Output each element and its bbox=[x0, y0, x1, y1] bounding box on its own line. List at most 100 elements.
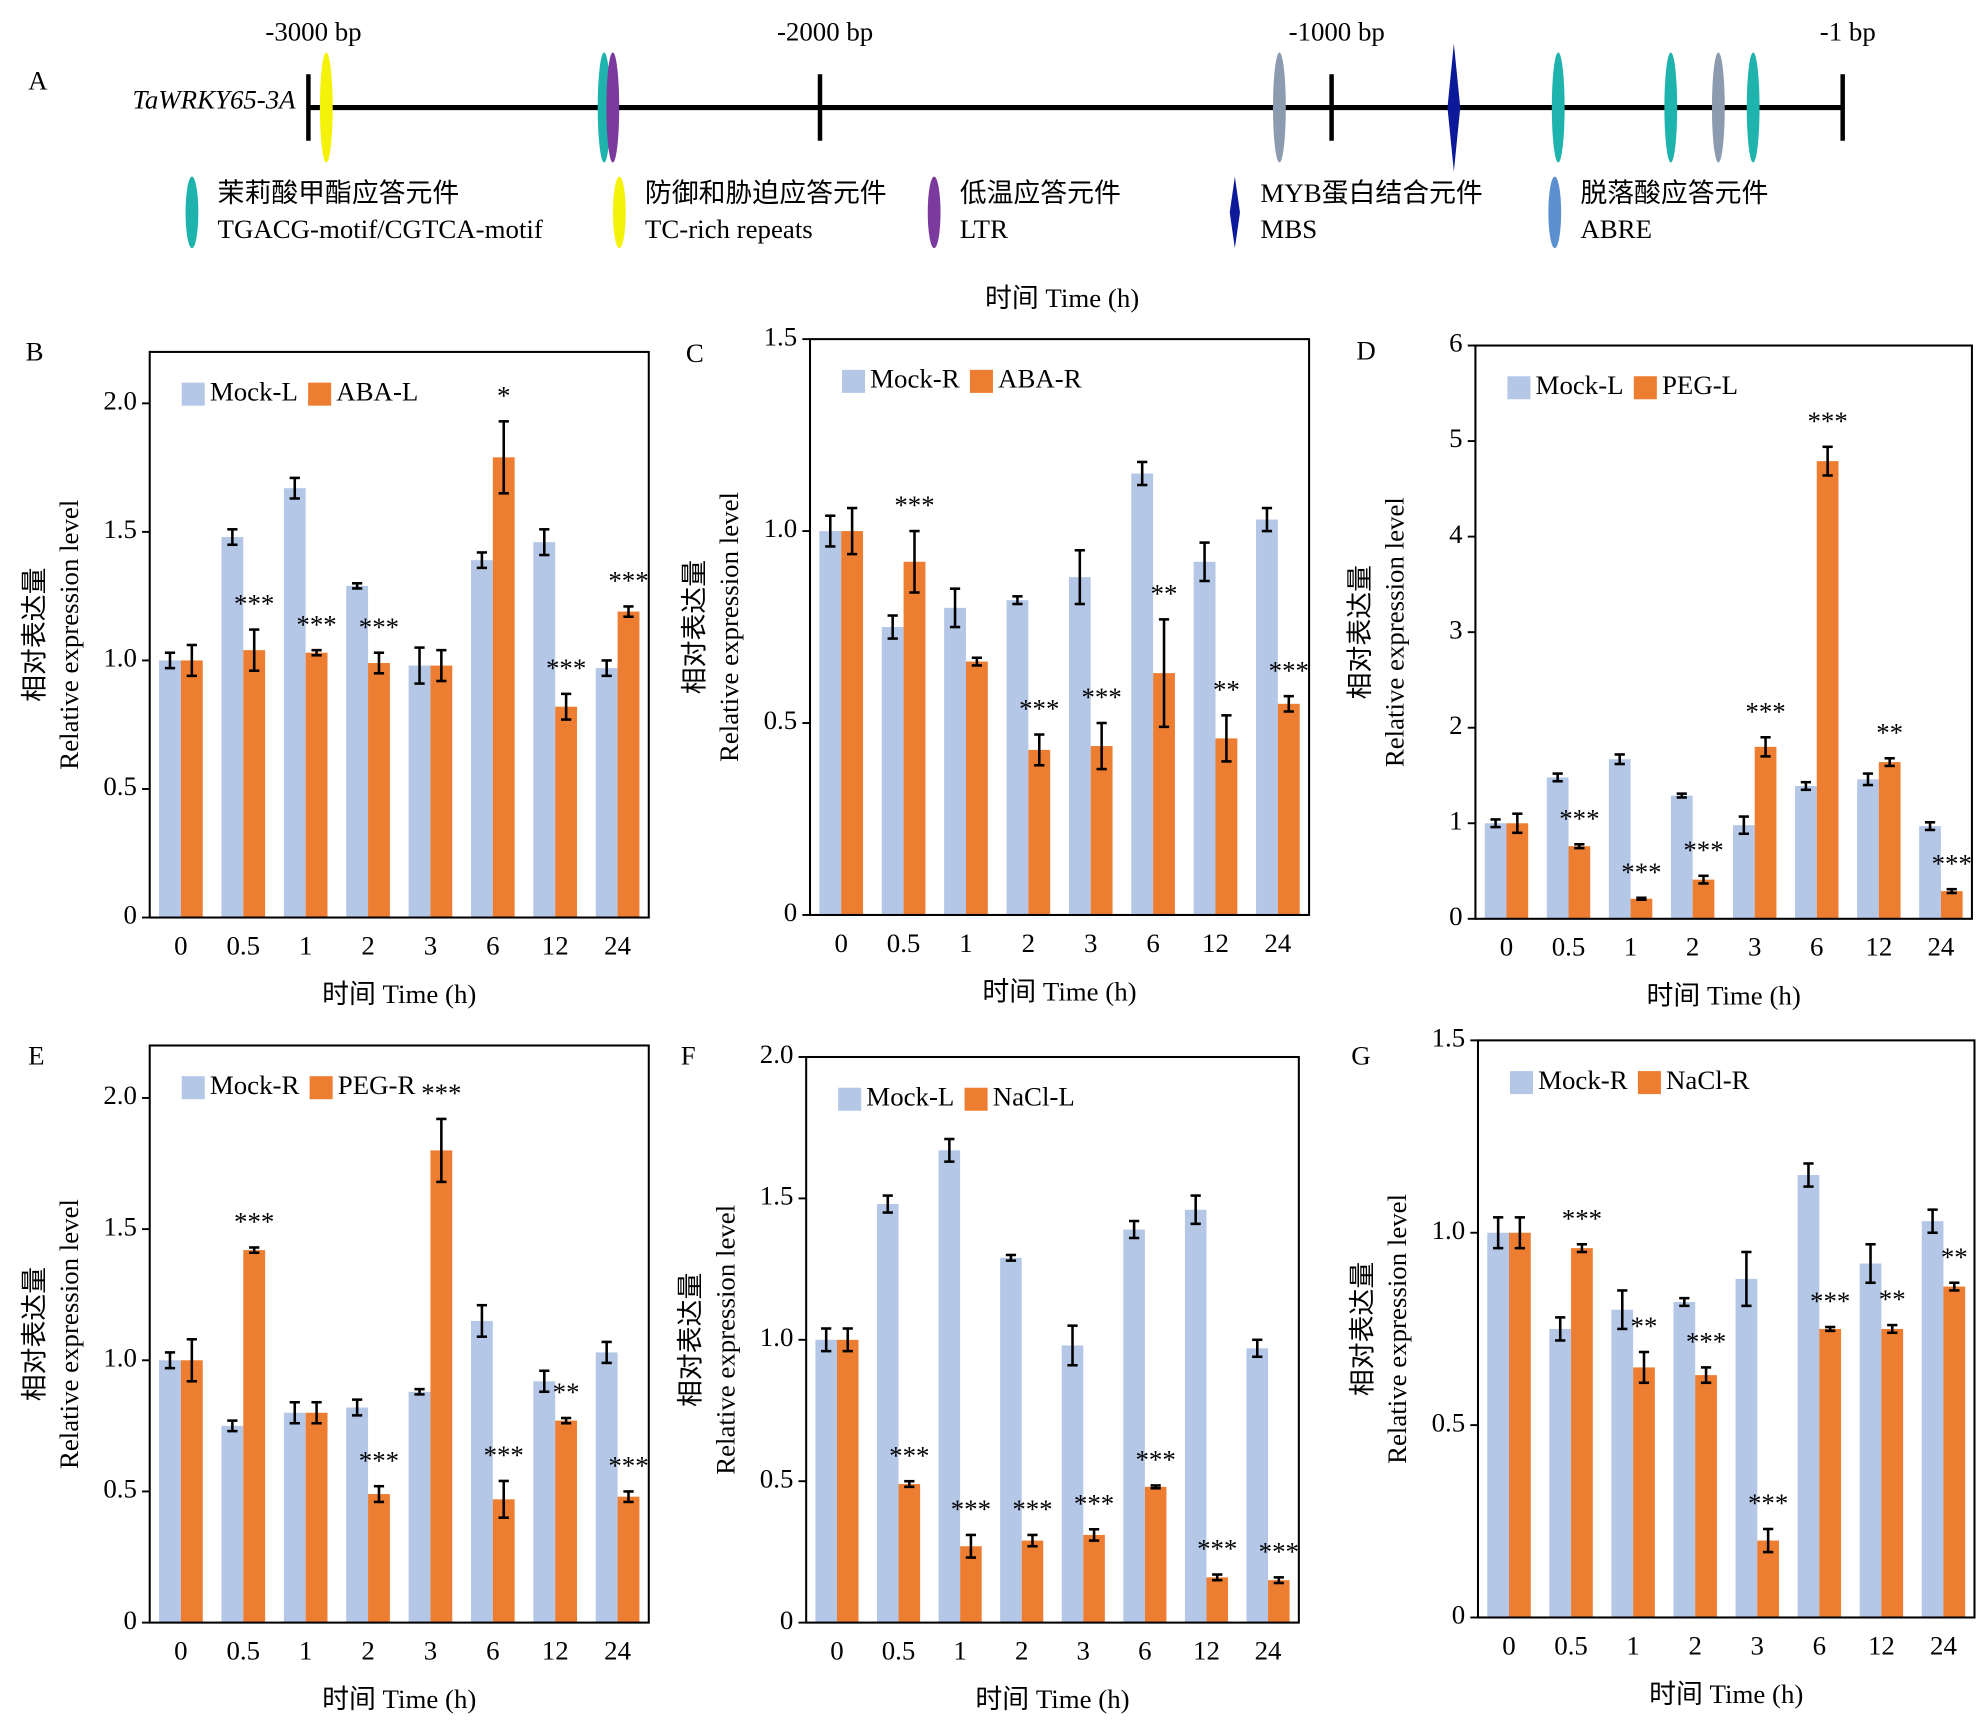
bar bbox=[1487, 1232, 1510, 1618]
significance-label: ** bbox=[1876, 717, 1903, 747]
significance-label: *** bbox=[1136, 1445, 1176, 1475]
bar bbox=[617, 611, 640, 918]
bar bbox=[819, 531, 842, 915]
bar bbox=[430, 1150, 453, 1623]
bar bbox=[221, 1425, 244, 1623]
x-tick-label: 0 bbox=[174, 930, 187, 960]
legend-motif: TGACG-motif/CGTCA-motif bbox=[218, 214, 543, 244]
element-marker bbox=[1447, 43, 1461, 172]
panel-label: A bbox=[28, 65, 48, 95]
bar bbox=[180, 1360, 203, 1623]
promoter-tick-label: -1000 bp bbox=[1289, 17, 1385, 47]
bar bbox=[1878, 762, 1901, 919]
x-tick-label: 0 bbox=[174, 1635, 187, 1665]
significance-label: *** bbox=[608, 566, 648, 596]
significance-label: *** bbox=[1621, 857, 1661, 887]
bar bbox=[1000, 1257, 1022, 1623]
legend-swatch bbox=[309, 1076, 333, 1100]
y-tick-label: 0 bbox=[1449, 901, 1462, 931]
y-axis-label: Relative expression level bbox=[1382, 1194, 1412, 1464]
plot-frame bbox=[1474, 344, 1973, 920]
x-tick-label: 3 bbox=[424, 1635, 437, 1665]
bar bbox=[368, 1494, 390, 1623]
element-marker bbox=[319, 52, 333, 163]
significance-label: * bbox=[497, 380, 510, 410]
y-tick-label: 0.5 bbox=[103, 771, 137, 801]
y-tick-label: 6 bbox=[1449, 328, 1462, 358]
panel-label: G bbox=[1351, 1040, 1370, 1070]
bar bbox=[1859, 1263, 1882, 1618]
y-tick-label: 0 bbox=[1452, 1600, 1465, 1630]
legend-label: ABA-L bbox=[336, 376, 418, 406]
plot-frame bbox=[808, 338, 1311, 916]
bar bbox=[1509, 1232, 1531, 1618]
x-tick-label: 3 bbox=[1077, 1635, 1090, 1665]
significance-label: *** bbox=[546, 653, 586, 683]
bar bbox=[938, 1150, 961, 1623]
x-tick-label: 2 bbox=[1015, 1635, 1028, 1665]
legend-swatch bbox=[842, 369, 866, 393]
x-axis-label: 时间 Time (h) bbox=[1649, 1679, 1803, 1709]
x-axis-label: 时间 Time (h) bbox=[322, 979, 476, 1009]
y-axis-label: 相对表达量 bbox=[1348, 1262, 1378, 1396]
significance-label: *** bbox=[951, 1494, 991, 1524]
bar bbox=[1123, 1229, 1145, 1623]
bar bbox=[1819, 1328, 1842, 1618]
bar bbox=[1571, 1248, 1593, 1618]
bar bbox=[1735, 1278, 1758, 1618]
bar bbox=[555, 1420, 578, 1623]
bar bbox=[159, 1360, 181, 1623]
promoter-tick-label: -1 bp bbox=[1820, 17, 1876, 47]
x-tick-label: 1 bbox=[299, 930, 312, 960]
bar bbox=[305, 652, 328, 918]
x-axis-label: 时间 Time (h) bbox=[975, 1684, 1129, 1714]
significance-label: ** bbox=[1631, 1311, 1658, 1341]
x-tick-label: 6 bbox=[1810, 932, 1823, 962]
element-marker bbox=[1664, 52, 1678, 163]
y-tick-label: 0 bbox=[123, 900, 136, 930]
significance-label: ** bbox=[1213, 674, 1240, 704]
legend-label: PEG-L bbox=[1662, 370, 1738, 400]
bar bbox=[305, 1412, 328, 1623]
y-axis-label: Relative expression level bbox=[54, 1199, 84, 1469]
y-tick-label: 1.5 bbox=[1432, 1023, 1466, 1053]
bar bbox=[1921, 1221, 1944, 1618]
y-axis-label: Relative expression level bbox=[714, 492, 744, 762]
bar bbox=[876, 1204, 899, 1623]
promoter-tick-label: -3000 bp bbox=[265, 17, 361, 47]
legend-swatch bbox=[181, 1076, 205, 1100]
bar bbox=[836, 1339, 859, 1623]
bar bbox=[470, 560, 493, 918]
y-tick-label: 2.0 bbox=[760, 1039, 794, 1069]
x-axis-label: 时间 Time (h) bbox=[982, 976, 1136, 1006]
bar bbox=[1268, 1580, 1290, 1623]
significance-label: *** bbox=[1748, 1488, 1788, 1518]
legend-label: PEG-R bbox=[338, 1070, 416, 1100]
significance-label: *** bbox=[296, 609, 336, 639]
x-tick-label: 0 bbox=[834, 928, 847, 958]
bar bbox=[1068, 577, 1091, 915]
x-tick-label: 24 bbox=[1264, 928, 1291, 958]
legend-label: NaCl-L bbox=[993, 1081, 1075, 1111]
bar bbox=[617, 1496, 640, 1623]
x-tick-label: 12 bbox=[542, 1635, 569, 1665]
bar bbox=[1006, 600, 1029, 915]
y-axis-label: Relative expression level bbox=[1380, 497, 1410, 767]
legend-label: MYB蛋白结合元件 bbox=[1260, 178, 1482, 208]
bar bbox=[903, 561, 926, 915]
legend-swatch bbox=[181, 382, 205, 406]
x-tick-label: 12 bbox=[1193, 1635, 1220, 1665]
y-tick-label: 0 bbox=[780, 1605, 793, 1635]
bar bbox=[1506, 823, 1529, 919]
panel-label: D bbox=[1356, 335, 1375, 365]
legend-label: NaCl-R bbox=[1666, 1065, 1750, 1095]
x-tick-label: 6 bbox=[1146, 928, 1159, 958]
plot-frame bbox=[148, 1044, 650, 1624]
bar bbox=[595, 1352, 618, 1623]
significance-label: *** bbox=[1012, 1494, 1052, 1524]
bar bbox=[159, 660, 181, 918]
bar bbox=[1673, 1301, 1696, 1618]
significance-label: *** bbox=[1686, 1327, 1726, 1357]
bar bbox=[1881, 1328, 1904, 1618]
